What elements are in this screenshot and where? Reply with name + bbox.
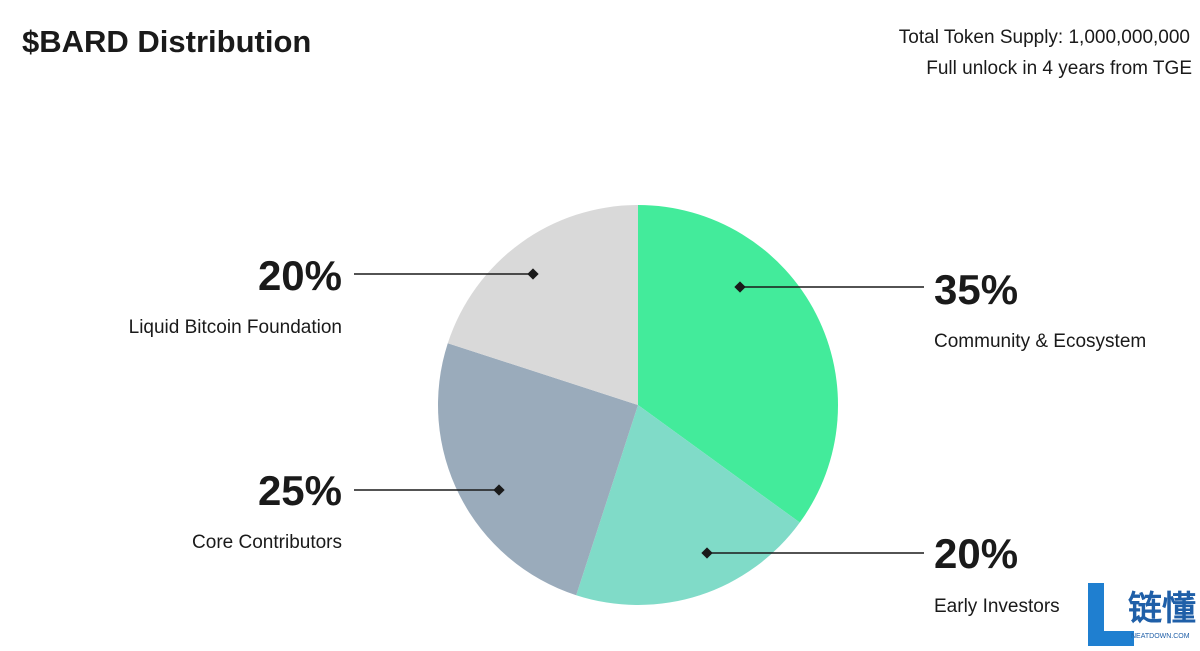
leader-dot xyxy=(527,268,539,280)
chart-title: $BARD Distribution xyxy=(22,24,311,59)
value-label: 20% xyxy=(258,252,342,299)
category-label: Community & Ecosystem xyxy=(934,331,1146,352)
watermark-text: 链懂 xyxy=(1128,590,1196,628)
category-label: Core Contributors xyxy=(192,532,342,553)
watermark: 链懂 NEATDOWN.COM xyxy=(1088,583,1196,646)
subtitle: Full unlock in 4 years from TGE xyxy=(926,58,1192,79)
pie-slice xyxy=(447,205,638,405)
watermark-logo xyxy=(1088,583,1134,646)
pie-slice xyxy=(438,343,638,596)
leader-dot xyxy=(701,547,713,559)
pie-slice xyxy=(576,405,800,605)
pie-slice xyxy=(638,205,838,523)
leader-dot xyxy=(493,484,505,496)
leader-dot xyxy=(734,281,746,293)
category-label: Liquid Bitcoin Foundation xyxy=(129,317,342,338)
value-label: 35% xyxy=(934,266,1018,313)
value-label: 25% xyxy=(258,467,342,514)
category-label: Early Investors xyxy=(934,596,1060,617)
subtitle: Total Token Supply: 1,000,000,000 xyxy=(899,27,1190,48)
watermark-subtext: NEATDOWN.COM xyxy=(1131,633,1190,640)
value-label: 20% xyxy=(934,530,1018,577)
